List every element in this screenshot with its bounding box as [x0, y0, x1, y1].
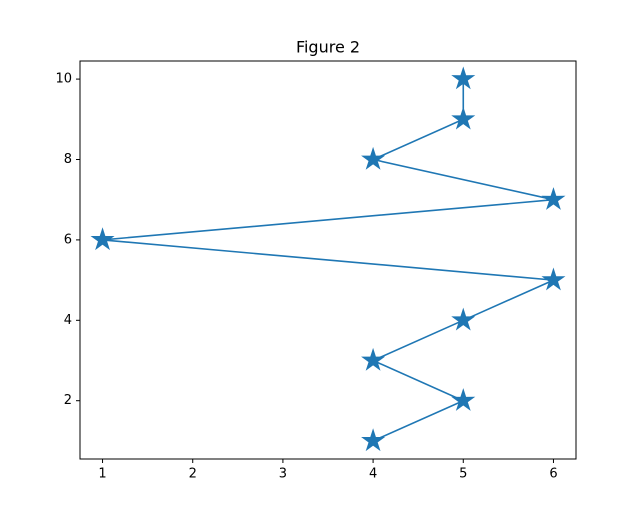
- y-tick-label: 6: [64, 232, 72, 247]
- y-tick-label: 8: [64, 152, 72, 167]
- x-tick-label: 4: [369, 467, 377, 482]
- x-tick-label: 2: [189, 467, 197, 482]
- chart-title: Figure 2: [296, 38, 360, 57]
- data-marker: [361, 428, 386, 452]
- data-marker: [451, 66, 476, 90]
- y-tick-label: 2: [64, 393, 72, 408]
- x-tick-label: 3: [279, 467, 287, 482]
- data-marker: [451, 307, 476, 331]
- y-tick-label: 10: [55, 72, 72, 87]
- data-marker: [361, 347, 386, 371]
- data-marker: [361, 146, 386, 170]
- x-tick-label: 6: [549, 467, 557, 482]
- plot-frame: [79, 60, 577, 460]
- y-tick-label: 4: [64, 313, 72, 328]
- data-marker: [541, 187, 566, 210]
- data-marker: [451, 106, 476, 130]
- x-tick-label: 1: [98, 467, 106, 482]
- data-marker: [90, 227, 115, 251]
- data-marker: [451, 388, 476, 411]
- x-tick-label: 5: [459, 467, 467, 482]
- data-marker: [541, 267, 566, 291]
- data-line: [102, 79, 557, 442]
